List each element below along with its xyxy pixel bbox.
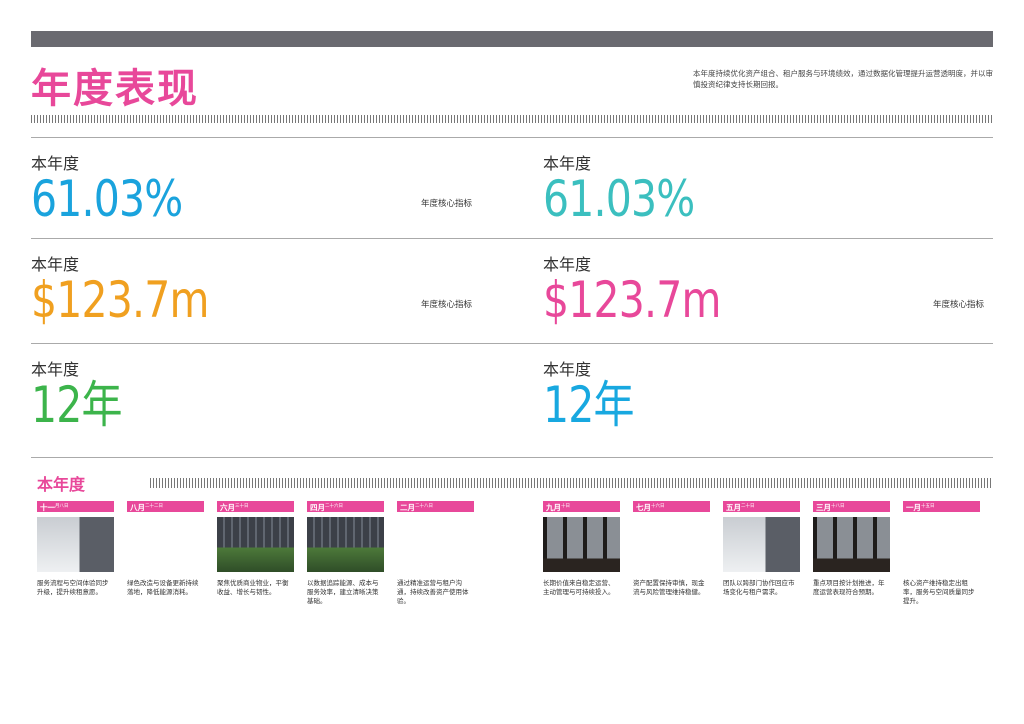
card-image (813, 517, 890, 572)
stat-label: 本年度 (543, 154, 592, 173)
card-image (217, 517, 294, 572)
card-month: 三月 (816, 503, 831, 512)
hatch-stripe (31, 115, 993, 123)
card-month: 七月 (636, 503, 651, 512)
card-day: 十六日 (651, 504, 665, 509)
stat-value: $123.7m (31, 271, 209, 329)
timeline-card: 一月十五日核心资产维持稳定出租率，服务与空间质量同步提升。 (903, 501, 980, 621)
timeline-card: 十一月八日服务流程与空间体验同步升级，提升续租意愿。 (37, 501, 114, 621)
card-header: 七月十六日 (633, 501, 710, 512)
stat-note: 年度核心指标 (933, 300, 985, 310)
hatch-stripe (150, 478, 993, 488)
description: 本年度持续优化资产组合、租户服务与环境绩效，通过数据化管理提升运营透明度，并以审… (693, 69, 993, 89)
divider (31, 238, 993, 239)
card-header: 十一月八日 (37, 501, 114, 512)
stat-label: 本年度 (31, 154, 80, 173)
card-month: 九月 (546, 503, 561, 512)
card-header: 五月二十日 (723, 501, 800, 512)
section-title: 本年度 (37, 475, 86, 494)
timeline-card: 三月十八日重点项目按计划推进，年度运营表现符合预期。 (813, 501, 890, 621)
stat-note: 年度核心指标 (421, 199, 473, 209)
card-month: 一月 (906, 503, 921, 512)
card-text: 团队以跨部门协作回应市场变化与租户需求。 (723, 579, 795, 596)
card-header: 六月三十日 (217, 501, 294, 512)
card-day: 二十六日 (325, 504, 343, 509)
card-header: 三月十八日 (813, 501, 890, 512)
card-month: 六月 (220, 503, 235, 512)
card-image (723, 517, 800, 572)
card-header: 九月十日 (543, 501, 620, 512)
timeline-card: 四月二十六日以数据追踪能源、成本与服务效率，建立清晰决策基础。 (307, 501, 384, 621)
card-text: 通过精准运营与租户沟通，持续改善资产使用体验。 (397, 579, 469, 605)
card-day: 月八日 (55, 504, 69, 509)
stat-note: 年度核心指标 (421, 300, 473, 310)
card-month: 十一 (40, 503, 55, 512)
card-month: 二月 (400, 503, 415, 512)
card-header: 二月二十八日 (397, 501, 474, 512)
card-image (543, 517, 620, 572)
divider (31, 137, 993, 138)
card-header: 一月十五日 (903, 501, 980, 512)
card-text: 聚焦优质商业物业，平衡收益、增长与韧性。 (217, 579, 289, 596)
top-bar (31, 31, 993, 47)
card-day: 三十日 (235, 504, 249, 509)
card-text: 资产配置保持审慎，现金流与风险管理维持稳健。 (633, 579, 705, 596)
card-day: 二十二日 (145, 504, 163, 509)
card-month: 八月 (130, 503, 145, 512)
stat-label: 本年度 (543, 255, 592, 274)
stat-label: 本年度 (31, 255, 80, 274)
card-day: 十五日 (921, 504, 935, 509)
stat-value: 12年 (31, 376, 123, 434)
stat-label: 本年度 (31, 360, 80, 379)
stat-value: 61.03% (31, 170, 183, 228)
timeline-card: 六月三十日聚焦优质商业物业，平衡收益、增长与韧性。 (217, 501, 294, 621)
card-day: 十八日 (831, 504, 845, 509)
timeline-card: 五月二十日团队以跨部门协作回应市场变化与租户需求。 (723, 501, 800, 621)
card-text: 长期价值来自稳定运营、主动管理与可持续投入。 (543, 579, 615, 596)
card-text: 绿色改造与设备更新持续落地，降低能源消耗。 (127, 579, 199, 596)
card-header: 四月二十六日 (307, 501, 384, 512)
page-title: 年度表现 (31, 66, 199, 112)
timeline-card: 八月二十二日绿色改造与设备更新持续落地，降低能源消耗。 (127, 501, 204, 621)
card-image (37, 517, 114, 572)
card-text: 以数据追踪能源、成本与服务效率，建立清晰决策基础。 (307, 579, 379, 605)
card-text: 服务流程与空间体验同步升级，提升续租意愿。 (37, 579, 109, 596)
timeline-card: 七月十六日资产配置保持审慎，现金流与风险管理维持稳健。 (633, 501, 710, 621)
stat-value: 61.03% (543, 170, 695, 228)
divider (31, 343, 993, 344)
card-day: 十日 (561, 504, 570, 509)
card-image (307, 517, 384, 572)
card-day: 二十日 (741, 504, 755, 509)
card-text: 重点项目按计划推进，年度运营表现符合预期。 (813, 579, 885, 596)
stat-label: 本年度 (543, 360, 592, 379)
timeline-card: 二月二十八日通过精准运营与租户沟通，持续改善资产使用体验。 (397, 501, 474, 621)
card-header: 八月二十二日 (127, 501, 204, 512)
card-text: 核心资产维持稳定出租率，服务与空间质量同步提升。 (903, 579, 975, 605)
card-month: 四月 (310, 503, 325, 512)
divider (31, 457, 993, 458)
card-month: 五月 (726, 503, 741, 512)
card-day: 二十八日 (415, 504, 433, 509)
timeline-card: 九月十日长期价值来自稳定运营、主动管理与可持续投入。 (543, 501, 620, 621)
stat-value: 12年 (543, 376, 635, 434)
stat-value: $123.7m (543, 271, 721, 329)
